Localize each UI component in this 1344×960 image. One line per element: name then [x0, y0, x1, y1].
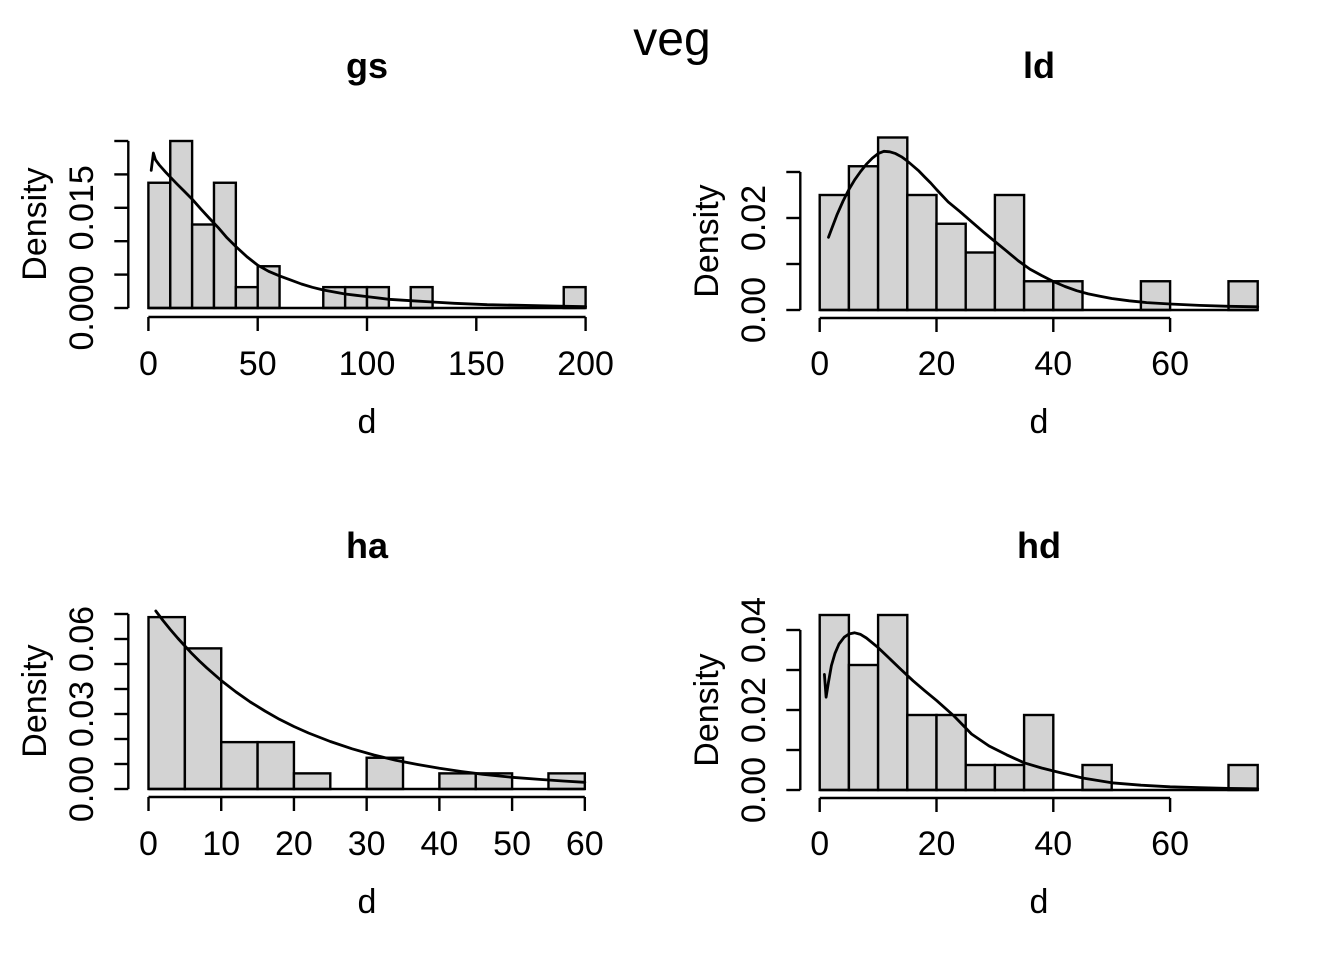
y-tick-label: 0.03: [63, 681, 101, 747]
x-tick-label: 60: [1151, 345, 1189, 383]
y-tick-label: 0.04: [735, 597, 773, 663]
histogram-bar: [562, 285, 587, 310]
histogram-bar: [847, 663, 880, 792]
x-tick-label: 60: [1151, 825, 1189, 863]
x-axis-title: d: [1030, 883, 1049, 921]
main-title: veg: [633, 13, 711, 66]
x-tick-label: 20: [918, 825, 956, 863]
histogram-bar: [1139, 280, 1172, 312]
histogram-bar: [876, 136, 909, 312]
y-tick-label: 0.015: [63, 165, 101, 250]
density-curve: [154, 609, 587, 784]
x-tick-label: 0: [810, 345, 829, 383]
histogram-bar: [292, 772, 332, 791]
histogram-bar: [169, 139, 194, 310]
x-tick-label: 10: [202, 825, 240, 863]
y-tick-label: 0.00: [735, 757, 773, 823]
y-tick-label: 0.02: [735, 677, 773, 743]
x-axis-title: d: [358, 403, 377, 441]
histogram-bar: [183, 647, 223, 791]
x-tick-label: 20: [918, 345, 956, 383]
histogram-bar: [906, 713, 938, 792]
x-tick-label: 0: [139, 345, 158, 383]
x-tick-label: 150: [448, 345, 505, 383]
density-curve: [149, 151, 587, 309]
histogram-bar: [1227, 763, 1259, 792]
x-tick-label: 0: [810, 825, 829, 863]
histogram-bar: [365, 756, 405, 791]
x-tick-label: 200: [557, 345, 614, 383]
histogram-bar: [256, 740, 296, 791]
x-tick-label: 40: [1034, 825, 1072, 863]
y-tick-label: 0.00: [63, 756, 101, 822]
panel-ha: 0.00 0.03 0.06 0 10 20 30 40 50 60 ha d Density: [16, 525, 604, 921]
density-curve: [823, 631, 1260, 791]
y-tick-label: 0.02: [735, 185, 773, 251]
y-axis-title: Density: [16, 167, 54, 280]
x-tick-label: 100: [339, 345, 396, 383]
histogram-bar: [438, 772, 477, 791]
histogram-bar: [818, 193, 851, 312]
x-tick-label: 30: [348, 825, 386, 863]
histogram-bar: [190, 223, 216, 310]
panel-title: hd: [1017, 525, 1061, 566]
y-tick-label: 0.000: [63, 265, 101, 350]
histogram-bar: [147, 181, 172, 310]
histogram-bar: [964, 251, 997, 312]
panel-ld: 0.00 0.02 0 20 40 60 ld d Density: [688, 45, 1260, 441]
histogram-bar: [964, 763, 997, 792]
histogram-bar: [935, 713, 967, 792]
y-axis-title: Density: [688, 184, 726, 297]
histogram-bar: [847, 165, 880, 312]
histogram-bar: [409, 285, 434, 310]
y-axis-title: Density: [16, 644, 54, 757]
histogram-bar: [818, 613, 851, 792]
x-tick-label: 40: [420, 825, 458, 863]
x-axis-title: d: [1030, 403, 1049, 441]
x-tick-label: 60: [566, 825, 604, 863]
panel-title: gs: [346, 45, 388, 86]
panel-hd: 0.00 0.02 0.04 0 20 40 60 hd d Density: [688, 525, 1260, 921]
y-tick-label: 0.00: [735, 277, 773, 343]
panel-title: ld: [1023, 45, 1055, 86]
panel-gs: 0.000 0.015 0 50 100 150 200 gs d Density: [16, 45, 614, 441]
histogram-bar: [147, 615, 187, 791]
histogram-bar: [1022, 280, 1055, 312]
histogram-bar: [993, 763, 1026, 792]
histogram-bar: [234, 285, 259, 310]
density-curve: [827, 149, 1260, 309]
histogram-bar: [1052, 280, 1084, 312]
x-tick-label: 50: [493, 825, 531, 863]
histogram-bar: [935, 222, 967, 312]
y-axis-title: Density: [688, 653, 726, 766]
histogram-bar: [906, 193, 938, 312]
x-axis-title: d: [358, 883, 377, 921]
histogram-bar: [212, 181, 238, 310]
x-tick-label: 50: [239, 345, 277, 383]
x-tick-label: 40: [1034, 345, 1072, 383]
histogram-bar: [220, 740, 259, 791]
histogram-bar: [1022, 713, 1055, 792]
panel-title: ha: [346, 525, 389, 566]
x-tick-label: 20: [275, 825, 313, 863]
histogram-bar: [876, 613, 909, 792]
y-tick-label: 0.06: [63, 606, 101, 672]
x-tick-label: 0: [139, 825, 158, 863]
